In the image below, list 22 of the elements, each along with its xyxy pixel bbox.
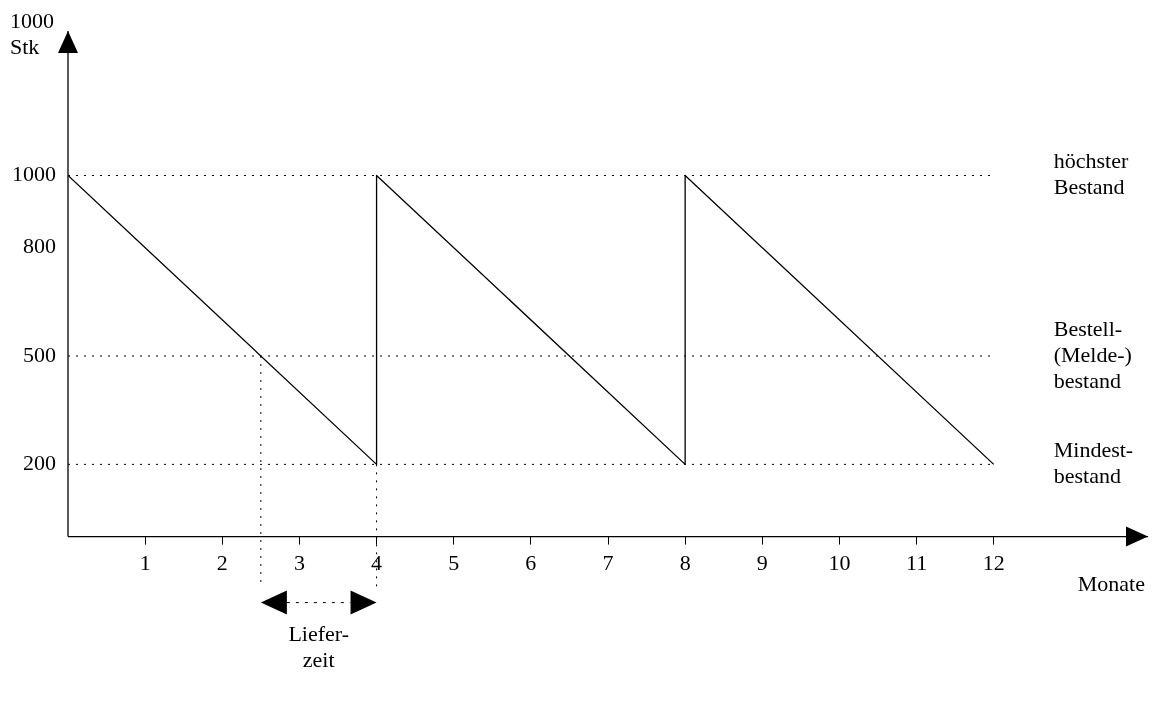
x-tick-label: 11: [905, 549, 928, 575]
x-tick-label: 1: [139, 549, 151, 575]
ref-line-label: Bestell- (Melde-) bestand: [1053, 315, 1132, 393]
y-tick-label: 800: [23, 233, 56, 259]
x-axis-title: Monate: [1077, 571, 1145, 597]
y-axis-title: 1000 Stk: [10, 8, 54, 59]
x-tick-label: 2: [216, 549, 228, 575]
x-tick-label: 9: [756, 549, 768, 575]
x-tick-label: 10: [828, 549, 851, 575]
ref-line-label: höchster Bestand: [1053, 148, 1129, 200]
x-tick-label: 8: [679, 549, 691, 575]
y-tick-label: 1000: [12, 161, 56, 187]
y-tick-label: 200: [23, 450, 56, 476]
x-tick-label: 4: [371, 549, 383, 575]
ref-line-label: Mindest- bestand: [1053, 437, 1134, 489]
x-tick-label: 5: [448, 549, 460, 575]
x-tick-label: 3: [293, 549, 305, 575]
x-tick-label: 12: [982, 549, 1005, 575]
x-tick-label: 7: [602, 549, 614, 575]
y-tick-label: 500: [23, 341, 56, 367]
x-tick-label: 6: [525, 549, 537, 575]
text: Liefer- zeit: [288, 621, 350, 673]
